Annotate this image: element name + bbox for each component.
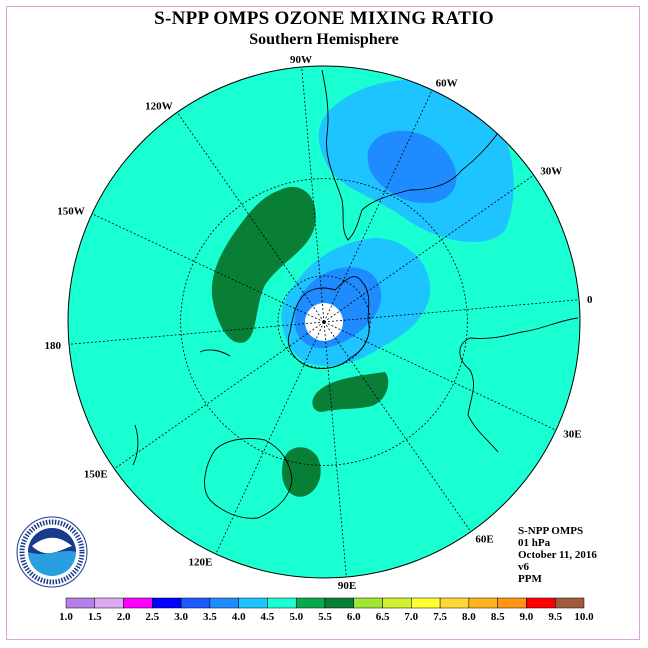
meridian-line	[323, 321, 347, 578]
meridian-line	[323, 321, 557, 431]
figure-frame	[6, 6, 640, 640]
graticule	[68, 66, 580, 578]
longitude-label: 120E	[189, 556, 213, 568]
map-title: S-NPP OMPS OZONE MIXING RATIO	[154, 8, 494, 29]
coast-new-zealand	[132, 349, 231, 466]
latitude-circle	[180, 178, 468, 466]
info-instrument: S-NPP OMPS	[518, 525, 584, 537]
longitude-label: 150W	[57, 205, 85, 217]
coast-australia	[204, 438, 293, 519]
contour-blue-atlantic	[367, 130, 457, 204]
info-date: October 11, 2016	[518, 549, 597, 561]
meridian-line	[323, 89, 433, 323]
meridian-line	[301, 66, 325, 323]
noaa-seal-icon: NOAA	[16, 516, 88, 588]
coast-africa	[459, 317, 579, 453]
longitude-label: 180	[45, 340, 62, 352]
coast-antarctica	[287, 276, 370, 369]
longitude-label: 90E	[338, 580, 356, 592]
info-level: 01 hPa	[518, 537, 551, 549]
contour-dark-green-pacific	[211, 186, 316, 343]
map-subtitle: Southern Hemisphere	[249, 31, 399, 48]
meridian-line	[114, 321, 325, 470]
longitude-label: 30W	[540, 166, 562, 178]
longitude-label: 0	[587, 294, 593, 306]
longitude-label: 150E	[84, 468, 108, 480]
meridian-line	[323, 174, 534, 323]
meridian-line	[91, 213, 325, 323]
info-units: PPM	[518, 573, 542, 585]
meridian-line	[323, 321, 472, 532]
info-version: v6	[518, 561, 529, 573]
map-border	[67, 65, 581, 579]
south-pole-marker	[322, 320, 326, 324]
longitude-label: 60W	[436, 78, 458, 90]
longitude-labels: 90W 60W 30W 0 30E 60E 90E 120E 150E 180 150W 120W	[45, 54, 594, 592]
product-info: S-NPP OMPS 01 hPa October 11, 2016 v6 PP…	[518, 525, 597, 585]
meridian-line	[68, 321, 325, 345]
longitude-label: 30E	[563, 429, 581, 441]
ozone-contours	[68, 66, 580, 578]
longitude-label: 90W	[290, 54, 312, 66]
noaa-logo-text: NOAA	[40, 539, 64, 548]
longitude-label: 120W	[145, 101, 173, 113]
longitude-label: 60E	[475, 533, 493, 545]
meridian-line	[323, 299, 580, 323]
meridian-line	[176, 112, 325, 323]
